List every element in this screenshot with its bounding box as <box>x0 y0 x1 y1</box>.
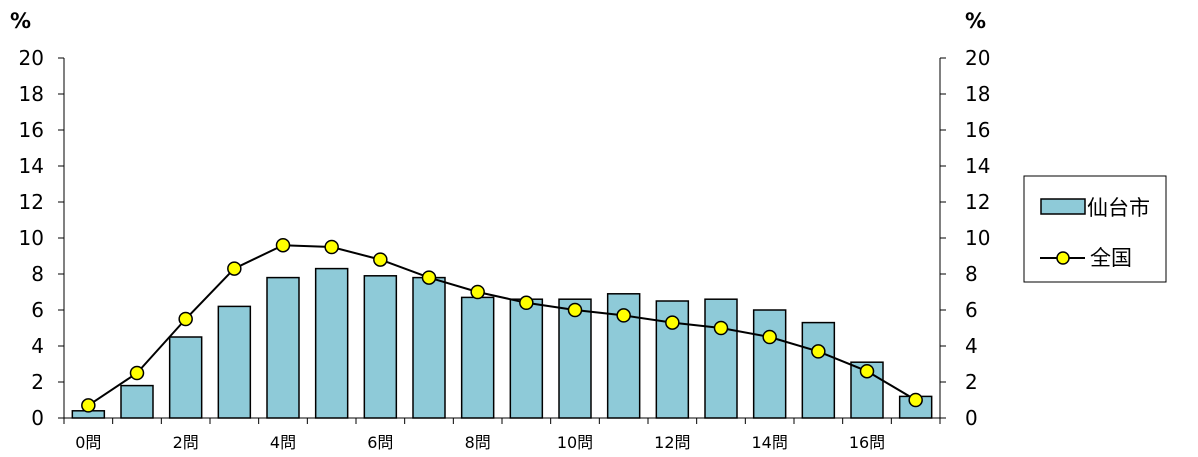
left-tick-label: 14 <box>19 154 44 178</box>
line-point <box>324 239 339 255</box>
line-point <box>275 237 291 253</box>
x-tick-label: 16問 <box>849 433 885 452</box>
left-tick-label: 0 <box>31 406 44 430</box>
x-tick-label: 8問 <box>465 433 491 452</box>
bar-series <box>71 267 933 419</box>
legend: 仙台市 全国 <box>1023 175 1167 283</box>
right-unit-label: % <box>965 9 986 33</box>
right-tick-label: 12 <box>965 190 990 214</box>
x-tick-label: 10問 <box>557 433 593 452</box>
left-tick-label: 6 <box>31 298 44 322</box>
legend-box <box>1023 175 1167 283</box>
left-axis: 0 2 4 6 8 10 12 14 16 18 20 <box>19 46 65 430</box>
right-tick-label: 4 <box>965 334 978 358</box>
left-tick-label: 12 <box>19 190 44 214</box>
line-point <box>421 270 437 285</box>
left-tick-label: 4 <box>31 334 44 358</box>
x-tick-label: 2問 <box>173 433 199 452</box>
bar <box>217 305 252 419</box>
right-tick-label: 16 <box>965 118 990 142</box>
legend-line-marker <box>1056 251 1070 265</box>
bar <box>509 298 544 419</box>
right-tick-label: 10 <box>965 226 990 250</box>
left-tick-label: 8 <box>31 262 44 286</box>
bar <box>363 275 398 419</box>
left-tick-label: 10 <box>19 226 44 250</box>
line-point <box>859 363 875 379</box>
line-point <box>567 302 583 318</box>
line-point <box>470 284 485 300</box>
x-tick-label: 6問 <box>367 433 393 452</box>
right-tick-label: 20 <box>965 46 990 70</box>
bar <box>314 267 349 419</box>
line-point <box>616 308 631 323</box>
right-tick-label: 2 <box>965 370 978 394</box>
x-tick-label: 14問 <box>751 433 787 452</box>
right-tick-label: 8 <box>965 262 978 286</box>
x-tick-label: 0問 <box>75 433 101 452</box>
bar <box>460 296 495 419</box>
bar <box>168 336 203 419</box>
line-point <box>908 392 923 408</box>
bar <box>412 276 446 419</box>
right-tick-label: 18 <box>965 82 990 106</box>
left-tick-label: 18 <box>19 82 44 106</box>
left-tick-label: 20 <box>19 46 44 70</box>
legend-bar-swatch <box>1040 198 1086 215</box>
left-unit-label: % <box>10 9 31 33</box>
bar <box>704 298 738 419</box>
line-point <box>762 329 777 345</box>
line-point <box>227 261 242 276</box>
legend-bar-label: 仙台市 <box>1087 196 1150 220</box>
line-point <box>81 398 96 413</box>
line-point <box>178 311 193 327</box>
left-tick-label: 2 <box>31 370 44 394</box>
x-tick-label: 4問 <box>270 433 296 452</box>
line-point <box>373 252 388 267</box>
bar <box>266 276 300 419</box>
bar <box>752 309 787 419</box>
right-tick-label: 6 <box>965 298 978 322</box>
left-tick-label: 16 <box>19 118 44 142</box>
right-axis: 0 2 4 6 8 10 12 14 16 18 20 <box>939 46 990 430</box>
right-tick-label: 14 <box>965 154 990 178</box>
line-point <box>713 320 729 336</box>
bar <box>120 384 154 419</box>
line-point <box>811 344 826 359</box>
line-series <box>81 237 923 413</box>
legend-line-label: 全国 <box>1090 246 1132 270</box>
bar <box>558 298 592 419</box>
line-point <box>129 365 145 381</box>
right-tick-label: 0 <box>965 406 978 430</box>
bar <box>801 321 836 419</box>
line-point <box>519 295 534 311</box>
line-point <box>665 315 680 330</box>
line-path <box>87 244 917 407</box>
x-axis: 0問 2問 4問 6問 8問 10問 12問 14問 16問 <box>63 417 941 452</box>
x-tick-label: 12問 <box>654 433 690 452</box>
